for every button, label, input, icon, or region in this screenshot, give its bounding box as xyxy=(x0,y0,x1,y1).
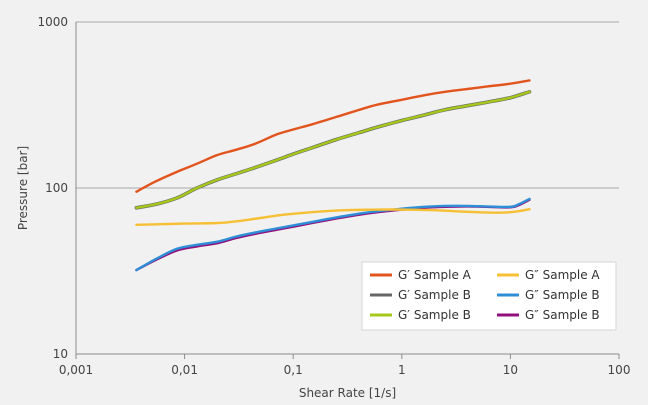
x-tick-label: 0,01 xyxy=(171,363,198,377)
y-tick-label: 1000 xyxy=(37,15,68,29)
x-tick-label: 1 xyxy=(398,363,406,377)
x-tick-label: 0,001 xyxy=(59,363,93,377)
legend-label: G′ Sample B xyxy=(398,308,471,322)
legend-label: G″ Sample B xyxy=(525,288,600,302)
x-tick-label: 100 xyxy=(608,363,631,377)
legend-label: G′ Sample B xyxy=(398,288,471,302)
x-tick-labels: 0,001 0,01 0,1 1 10 100 xyxy=(59,354,631,377)
series-line xyxy=(135,90,531,209)
legend-label: G′ Sample A xyxy=(398,268,472,282)
legend-label: G″ Sample A xyxy=(525,268,600,282)
legend-label: G″ Sample B xyxy=(525,308,600,322)
series-line xyxy=(135,79,531,193)
legend: G′ Sample A G″ Sample A G′ Sample B G″ Samp… xyxy=(361,261,617,331)
series-line xyxy=(135,208,531,226)
series-line xyxy=(135,197,531,272)
x-axis-title: Shear Rate [1/s] xyxy=(299,386,396,400)
x-tick-label: 10 xyxy=(503,363,518,377)
y-tick-label: 100 xyxy=(45,181,68,195)
series-line xyxy=(134,90,532,210)
x-tick-label: 0,1 xyxy=(284,363,303,377)
y-tick-labels: 10 100 1000 xyxy=(37,15,68,361)
y-tick-label: 10 xyxy=(53,347,68,361)
y-axis-title: Pressure [bar] xyxy=(16,146,30,230)
series-lines xyxy=(134,79,532,272)
legend-box xyxy=(361,261,617,331)
